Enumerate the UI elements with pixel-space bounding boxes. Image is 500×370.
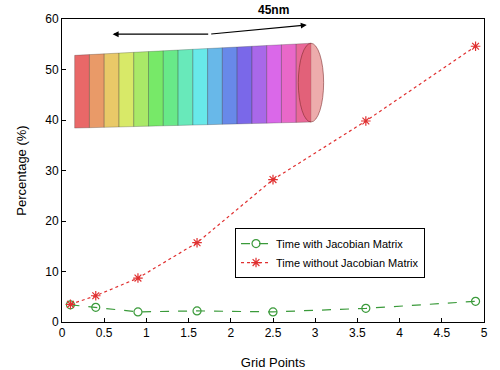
svg-text:Grid Points: Grid Points [241, 355, 306, 370]
svg-text:60: 60 [45, 12, 59, 26]
svg-text:4.5: 4.5 [433, 326, 450, 340]
svg-text:10: 10 [45, 265, 59, 279]
svg-text:0.5: 0.5 [96, 326, 113, 340]
svg-text:45nm: 45nm [258, 3, 289, 17]
svg-text:50: 50 [45, 63, 59, 77]
svg-text:4: 4 [396, 326, 403, 340]
svg-text:3.5: 3.5 [349, 326, 366, 340]
svg-text:Percentage (%): Percentage (%) [14, 125, 29, 215]
svg-text:3: 3 [312, 326, 319, 340]
svg-text:40: 40 [45, 113, 59, 127]
svg-text:30: 30 [45, 164, 59, 178]
svg-text:5: 5 [481, 326, 488, 340]
svg-text:2: 2 [227, 326, 234, 340]
svg-text:1: 1 [143, 326, 150, 340]
svg-text:20: 20 [45, 214, 59, 228]
svg-text:1.5: 1.5 [180, 326, 197, 340]
svg-text:Time with Jacobian Matrix: Time with Jacobian Matrix [276, 238, 403, 250]
svg-text:0: 0 [52, 315, 59, 329]
svg-text:2.5: 2.5 [265, 326, 282, 340]
svg-text:0: 0 [59, 326, 66, 340]
svg-text:Time without Jacobian Matrix: Time without Jacobian Matrix [276, 257, 419, 269]
